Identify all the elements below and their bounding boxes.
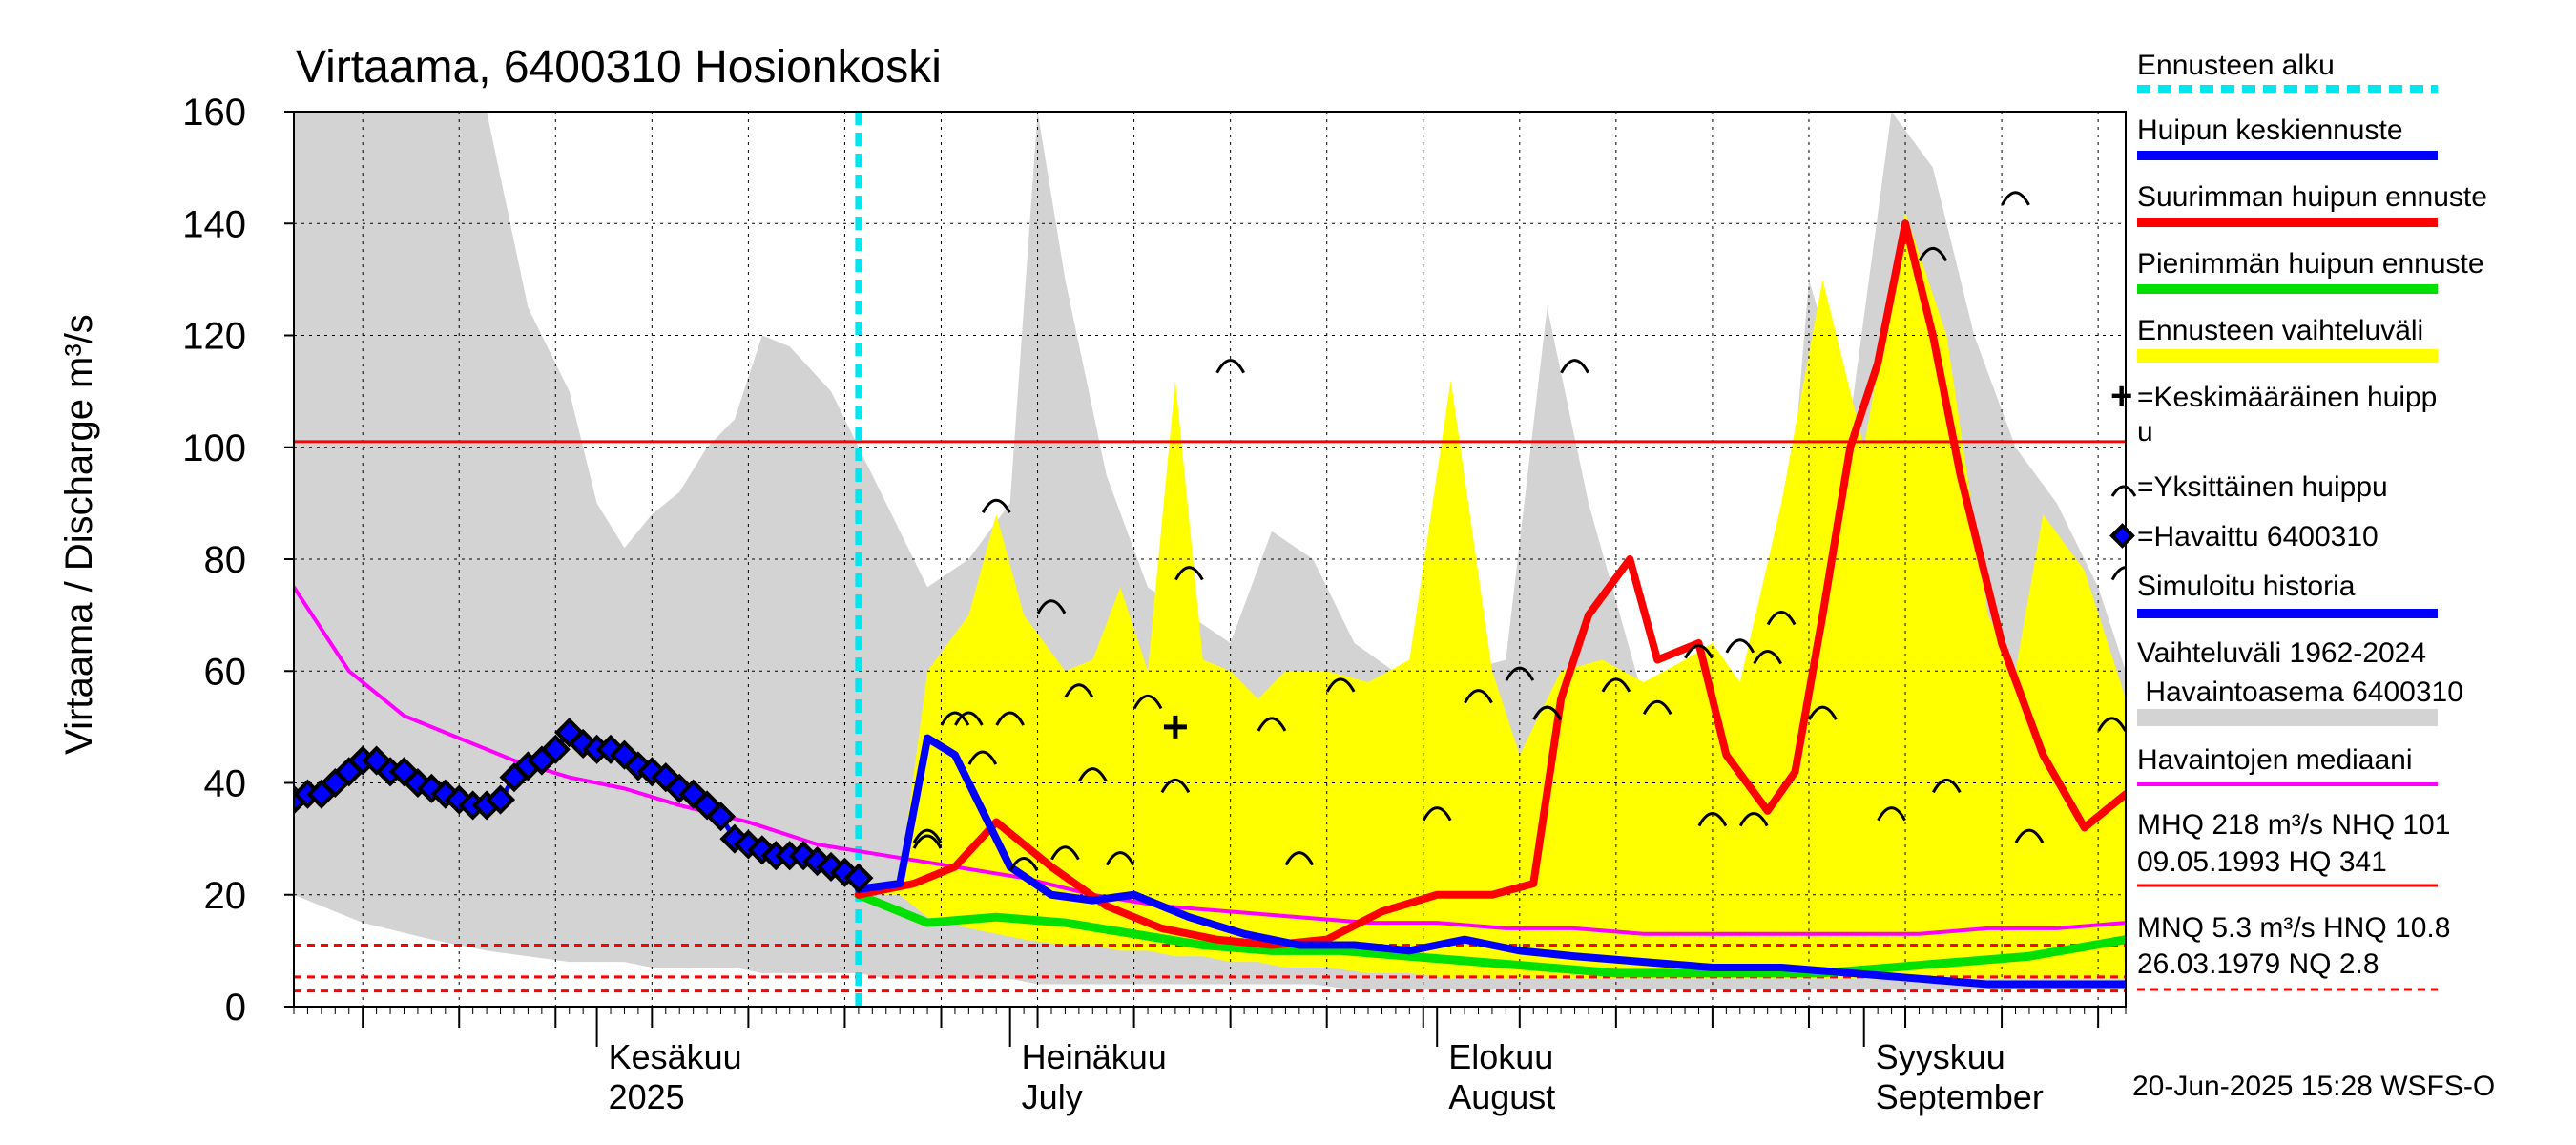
single-peak-marker bbox=[1132, 694, 1163, 710]
single-peak-marker bbox=[1601, 677, 1631, 693]
legend-history-label: Vaihteluväli 1962-2024 bbox=[2137, 637, 2426, 669]
single-peak-marker bbox=[2097, 717, 2126, 732]
single-peak-marker bbox=[2110, 566, 2126, 581]
month-sublabel: September bbox=[1876, 1077, 2044, 1116]
single-peak-marker bbox=[1464, 689, 1493, 704]
legend-min-peak-label: Pienimmän huipun ennuste bbox=[2137, 248, 2484, 280]
y-tick-label: 20 bbox=[204, 875, 247, 917]
observed-point bbox=[705, 802, 737, 832]
single-peak-marker bbox=[1505, 666, 1535, 681]
month-sublabel: July bbox=[1022, 1077, 1083, 1116]
observed-point bbox=[843, 863, 874, 893]
y-tick-label: 140 bbox=[182, 203, 246, 245]
single-peak-marker bbox=[1422, 806, 1452, 822]
y-tick-label: 0 bbox=[225, 987, 246, 1029]
single-peak-marker bbox=[1725, 638, 1755, 654]
single-peak-marker bbox=[981, 498, 1011, 513]
legend-history-label-2: Havaintoasema 6400310 bbox=[2137, 677, 2463, 708]
mean-peak-cross-marker bbox=[1163, 715, 1187, 739]
single-peak-marker bbox=[1077, 767, 1108, 782]
month-label: Heinäkuu bbox=[1022, 1037, 1167, 1076]
legend-diamond-icon bbox=[2109, 523, 2135, 549]
single-peak-marker bbox=[1325, 677, 1356, 693]
max-peak-forecast-line bbox=[854, 219, 2126, 949]
legend-mean-peak-marker-label: =Keskimääräinen huipp bbox=[2137, 382, 2437, 413]
single-peak-marker bbox=[2001, 191, 2030, 206]
legend-range-label: Ennusteen vaihteluväli bbox=[2137, 315, 2423, 346]
month-label: Elokuu bbox=[1448, 1037, 1553, 1076]
single-peak-marker bbox=[912, 828, 943, 843]
legend-cross-icon: + bbox=[2110, 375, 2132, 417]
legend-mhq-label: MHQ 218 m³/s NHQ 101 bbox=[2137, 809, 2450, 841]
y-tick-label: 40 bbox=[204, 763, 247, 805]
single-peak-marker bbox=[1918, 246, 1948, 262]
y-tick-label: 120 bbox=[182, 316, 246, 358]
single-peak-marker bbox=[1215, 359, 1245, 374]
single-peak-marker bbox=[1560, 359, 1589, 374]
month-sublabel: August bbox=[1448, 1077, 1555, 1116]
single-peak-marker bbox=[995, 711, 1026, 726]
single-peak-marker bbox=[1766, 611, 1797, 626]
single-peak-marker bbox=[1105, 851, 1135, 866]
single-peak-marker bbox=[1753, 650, 1782, 665]
legend-max-peak-label: Suurimman huipun ennuste bbox=[2137, 181, 2487, 213]
min-peak-forecast-line bbox=[854, 890, 2126, 978]
y-tick-label: 100 bbox=[182, 427, 246, 469]
chart-title: Virtaama, 6400310 Hosionkoski bbox=[296, 42, 942, 93]
single-peak-marker bbox=[954, 711, 984, 726]
mean-peak-forecast-line bbox=[854, 734, 2126, 989]
single-peak-marker bbox=[1064, 683, 1094, 698]
legend-mnq-label-2: 26.03.1979 NQ 2.8 bbox=[2137, 948, 2379, 980]
single-peak-marker bbox=[1174, 566, 1204, 581]
single-peak-marker bbox=[940, 711, 970, 726]
single-peak-marker bbox=[2014, 828, 2045, 843]
single-peak-marker bbox=[1008, 856, 1039, 872]
single-peak-marker bbox=[1684, 644, 1714, 659]
y-tick-label: 160 bbox=[182, 92, 246, 134]
legend-range-swatch bbox=[2137, 349, 2438, 363]
legend-mean-peak-marker-label-2: u bbox=[2137, 416, 2153, 448]
legend-history-swatch bbox=[2137, 709, 2438, 726]
month-label: Kesäkuu bbox=[609, 1037, 742, 1076]
single-peak-marker bbox=[1284, 851, 1315, 866]
single-peak-marker bbox=[967, 750, 998, 765]
single-peak-marker bbox=[1642, 699, 1672, 716]
single-peak-marker bbox=[1160, 778, 1191, 794]
single-peak-marker bbox=[1532, 705, 1563, 720]
legend-mnq-label: MNQ 5.3 m³/s HNQ 10.8 bbox=[2137, 912, 2450, 944]
month-label: Syyskuu bbox=[1876, 1037, 2005, 1076]
footer-timestamp: 20-Jun-2025 15:28 WSFS-O bbox=[2132, 1071, 2495, 1102]
legend-simulated-label: Simuloitu historia bbox=[2137, 571, 2356, 602]
single-peak-marker bbox=[1050, 845, 1080, 861]
single-peak-marker bbox=[1257, 717, 1287, 732]
single-peak-marker bbox=[1808, 705, 1838, 720]
single-peak-marker bbox=[1738, 812, 1769, 827]
legend-mean-peak-label: Huipun keskiennuste bbox=[2137, 114, 2403, 146]
legend-median-label: Havaintojen mediaani bbox=[2137, 744, 2413, 776]
y-axis-label: Virtaama / Discharge m³/s bbox=[58, 314, 100, 755]
single-peak-marker bbox=[912, 834, 943, 849]
observed-point bbox=[540, 734, 571, 764]
single-peak-marker bbox=[1036, 599, 1067, 614]
legend: Ennusteen alku Huipun keskiennuste Suuri… bbox=[2109, 50, 2487, 991]
observed-point bbox=[485, 784, 516, 815]
single-peak-marker bbox=[1697, 812, 1728, 827]
single-peak-marker bbox=[1877, 806, 1906, 822]
legend-mhq-label-2: 09.05.1993 HQ 341 bbox=[2137, 846, 2387, 878]
legend-arc-icon bbox=[2110, 485, 2137, 497]
legend-forecast-start-label: Ennusteen alku bbox=[2137, 50, 2335, 81]
legend-observed-label: =Havaittu 6400310 bbox=[2137, 521, 2379, 552]
month-sublabel: 2025 bbox=[609, 1077, 685, 1116]
y-tick-label: 60 bbox=[204, 651, 247, 693]
legend-single-peak-label: =Yksittäinen huippu bbox=[2137, 471, 2388, 503]
y-tick-label: 80 bbox=[204, 539, 247, 581]
single-peak-marker bbox=[1932, 778, 1962, 794]
